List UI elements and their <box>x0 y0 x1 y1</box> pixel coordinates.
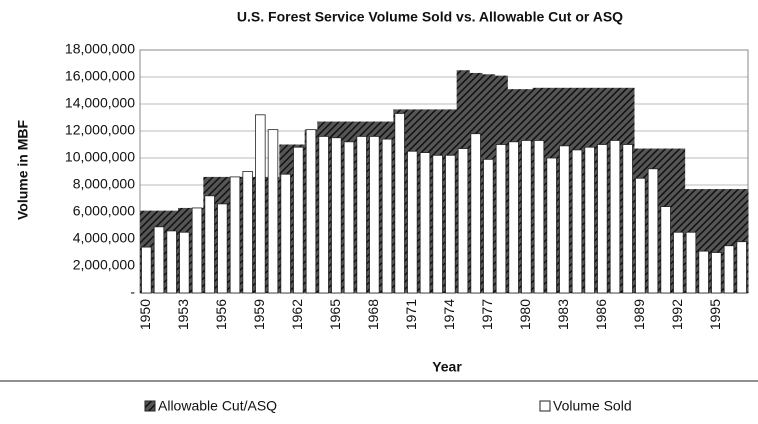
bar <box>597 144 608 294</box>
x-tick-label: 1980 <box>517 299 533 330</box>
x-axis-title: Year <box>432 359 462 375</box>
bar <box>331 137 342 294</box>
chart-title: U.S. Forest Service Volume Sold vs. Allo… <box>237 9 623 25</box>
bar <box>622 144 633 294</box>
bar <box>533 140 545 294</box>
y-tick-label: 16,000,000 <box>65 68 135 84</box>
bar <box>229 176 241 294</box>
bar <box>204 195 215 294</box>
bar <box>343 141 355 294</box>
bar <box>546 157 557 294</box>
bar <box>255 114 266 294</box>
y-tick-label: 2,000,000 <box>73 257 135 273</box>
x-tick-label: 1983 <box>555 299 571 330</box>
x-tick-label: 1965 <box>327 299 343 330</box>
bar <box>609 140 621 294</box>
bar <box>141 246 152 294</box>
bar <box>736 241 747 294</box>
bar <box>267 129 279 294</box>
bar <box>559 145 570 294</box>
bar <box>584 146 595 294</box>
x-tick-label: 1956 <box>213 299 229 330</box>
bar <box>635 177 646 294</box>
bar <box>394 113 405 294</box>
y-tick-label: - <box>130 284 135 300</box>
x-tick-label: 1974 <box>441 299 457 330</box>
bar <box>457 148 469 294</box>
x-tick-label: 1953 <box>175 299 191 330</box>
x-tick-label: 1968 <box>365 299 381 330</box>
bar <box>318 135 329 294</box>
bar <box>242 171 253 294</box>
x-tick-label: 1950 <box>137 299 153 330</box>
bar <box>723 245 735 294</box>
x-tick-label: 1995 <box>707 299 723 330</box>
x-tick-label: 1971 <box>403 299 419 330</box>
bar <box>685 231 697 294</box>
bar <box>369 135 380 294</box>
x-tick-label: 1962 <box>289 299 305 330</box>
bar <box>521 140 532 294</box>
bar <box>179 231 190 294</box>
x-tick-label: 1977 <box>479 299 495 330</box>
bar <box>483 158 494 294</box>
bar <box>571 149 583 294</box>
bar <box>419 152 431 294</box>
bar <box>495 144 507 294</box>
bar <box>660 206 671 294</box>
bar <box>166 230 177 294</box>
bar <box>280 173 291 294</box>
y-tick-label: 6,000,000 <box>73 203 135 219</box>
y-tick-label: 4,000,000 <box>73 230 135 246</box>
bar <box>305 129 317 294</box>
y-tick-label: 10,000,000 <box>65 149 135 165</box>
y-tick-label: 8,000,000 <box>73 176 135 192</box>
bar <box>698 250 709 294</box>
bar <box>647 168 659 294</box>
x-tick-label: 1959 <box>251 299 267 330</box>
bar <box>445 154 456 294</box>
legend-swatch <box>539 400 551 412</box>
bar <box>356 135 367 294</box>
x-tick-label: 1992 <box>669 299 685 330</box>
y-tick-label: 18,000,000 <box>65 41 135 57</box>
legend-label: Volume Sold <box>553 398 632 414</box>
bar <box>191 207 203 294</box>
bar <box>673 231 684 294</box>
x-tick-label: 1989 <box>631 299 647 330</box>
x-tick-label: 1986 <box>593 299 609 330</box>
bar <box>381 138 393 294</box>
bar <box>407 150 418 294</box>
bar <box>711 252 722 294</box>
y-axis-title: Volume in MBF <box>15 120 31 221</box>
bar <box>470 133 481 294</box>
legend-swatch <box>144 400 156 412</box>
legend-label: Allowable Cut/ASQ <box>158 398 277 414</box>
bar <box>217 203 228 294</box>
y-tick-label: 14,000,000 <box>65 95 135 111</box>
bar <box>432 154 443 294</box>
bar <box>153 226 165 294</box>
y-tick-label: 12,000,000 <box>65 122 135 138</box>
bar <box>508 141 519 294</box>
bar <box>293 146 304 294</box>
